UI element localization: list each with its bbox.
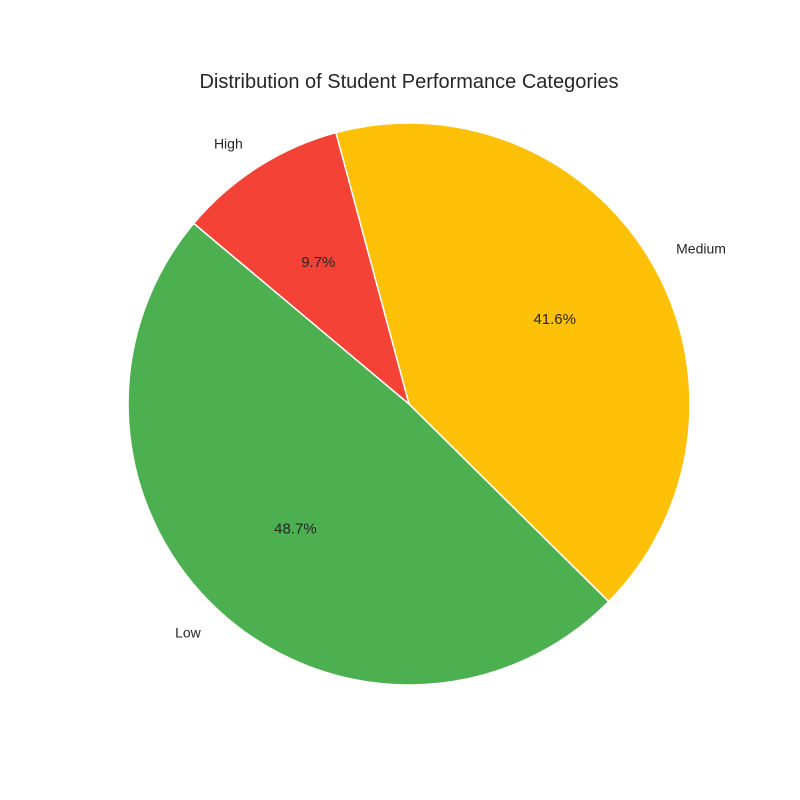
chart-title: Distribution of Student Performance Cate… <box>199 71 618 93</box>
pie-slice-percent-medium: 41.6% <box>533 311 576 328</box>
pie-slice-low <box>127 222 610 686</box>
pie-slice-label-low: Low <box>175 624 202 640</box>
pie-slice-percent-high: 9.7% <box>301 254 335 271</box>
pie-slice-label-high: High <box>214 135 243 151</box>
pie-slice-percent-low: 48.7% <box>274 521 317 538</box>
labels-layer: 48.7% Low 41.6% Medium 9.7% High <box>175 135 726 640</box>
pie-slice-label-medium: Medium <box>676 241 726 257</box>
slices-layer <box>127 122 691 686</box>
pie-slice-medium <box>335 122 691 603</box>
pie-slice-high <box>192 131 410 405</box>
